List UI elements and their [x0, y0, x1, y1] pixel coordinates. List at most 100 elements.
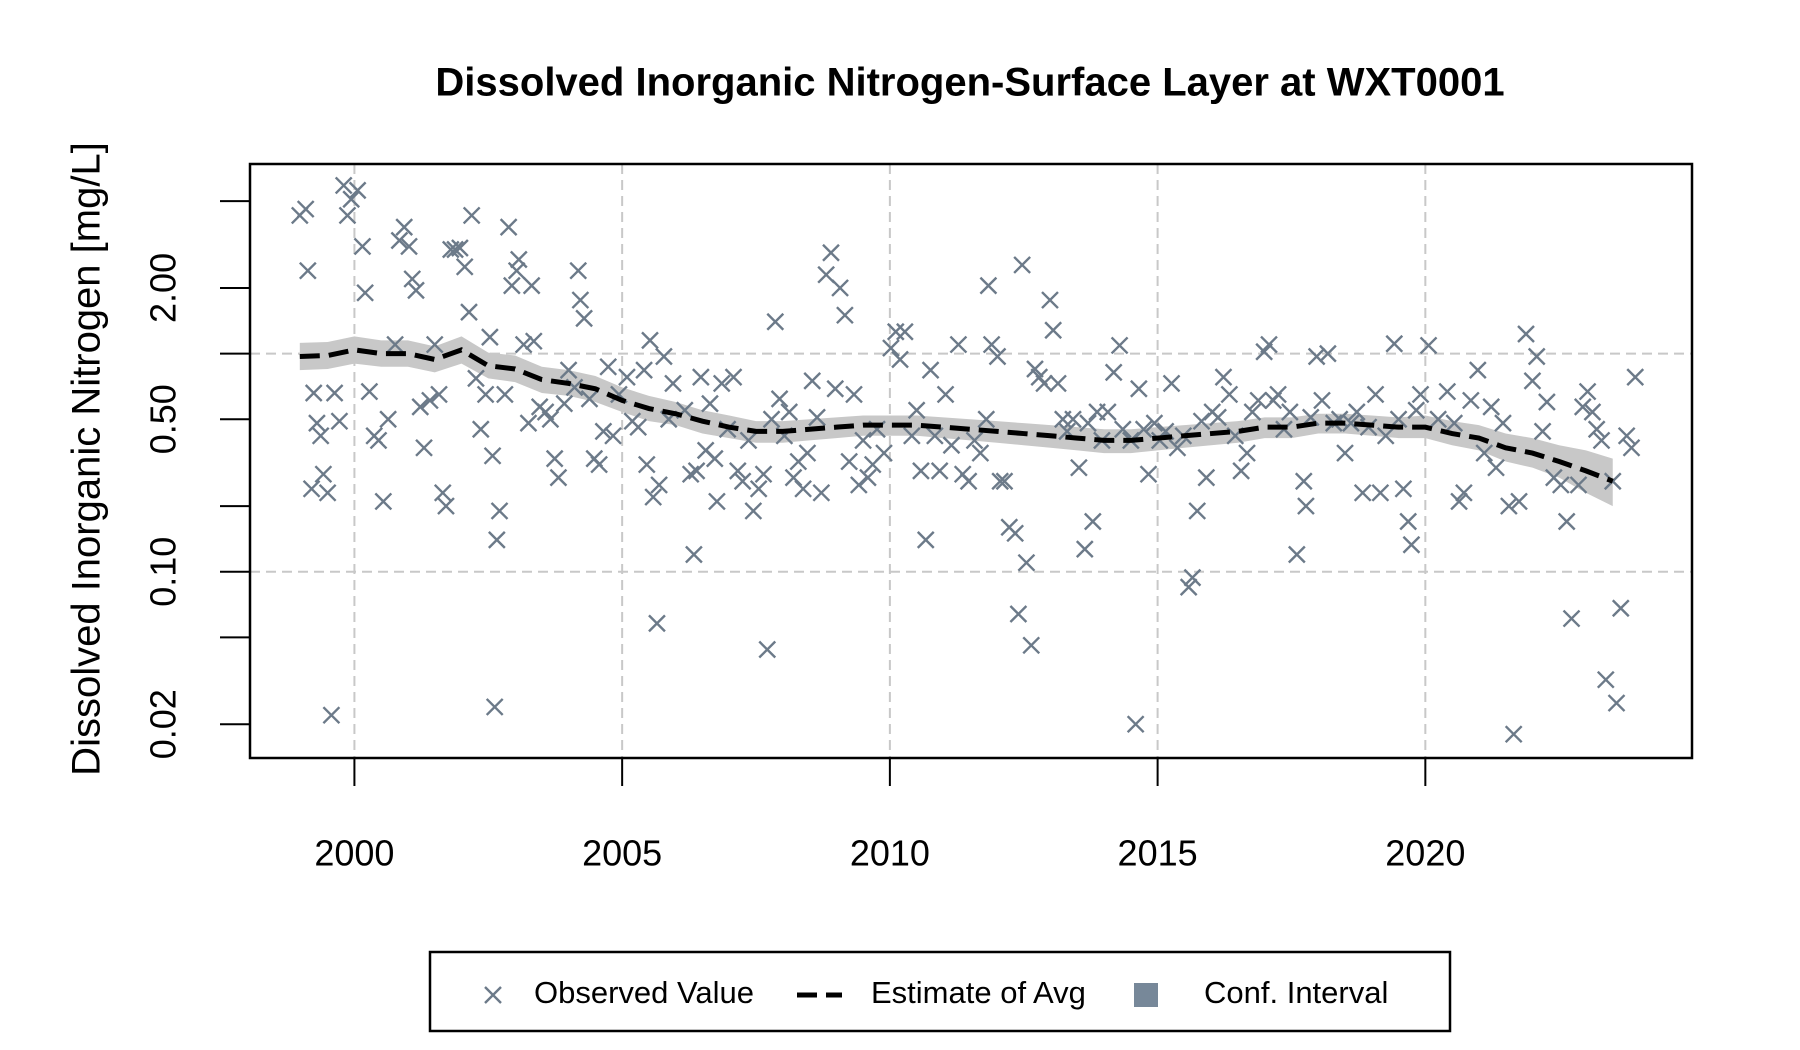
observed-point — [1197, 468, 1216, 487]
observed-point — [822, 243, 840, 262]
observed-point — [308, 414, 326, 432]
observed-point — [1617, 426, 1636, 445]
observed-point — [369, 431, 388, 450]
observed-point — [356, 283, 374, 302]
observed-point — [1075, 540, 1094, 558]
observed-point — [733, 472, 752, 491]
observed-point — [400, 237, 418, 256]
observed-point — [446, 240, 464, 259]
observed-point — [1238, 444, 1256, 462]
observed-point — [728, 462, 747, 480]
observed-point — [1049, 374, 1067, 393]
observed-point — [304, 384, 323, 402]
observed-point — [766, 312, 785, 331]
observed-point — [1307, 347, 1326, 366]
observed-point — [1287, 545, 1306, 564]
observed-point — [1017, 553, 1036, 572]
observed-point — [988, 347, 1007, 366]
observed-point — [831, 279, 849, 297]
observed-point — [1041, 291, 1059, 309]
observed-point — [701, 394, 719, 413]
observed-point — [437, 497, 455, 515]
observed-point — [545, 449, 564, 468]
observed-point — [569, 261, 588, 280]
y-tick-label: 2.00 — [143, 253, 184, 323]
observed-point — [724, 368, 743, 386]
observed-point — [926, 426, 944, 445]
observed-point — [916, 531, 935, 549]
observed-point — [1455, 483, 1473, 502]
observed-point — [854, 431, 872, 450]
observed-point — [1475, 444, 1494, 462]
observed-point — [1533, 422, 1552, 441]
confidence-band — [299, 336, 1613, 507]
observed-point — [618, 368, 636, 386]
observed-point — [1394, 479, 1413, 498]
observed-point — [859, 468, 877, 487]
observed-point — [739, 431, 758, 450]
legend-box — [428, 950, 1452, 1033]
observed-point — [921, 361, 940, 379]
observed-point — [1126, 715, 1145, 734]
x-tick-label: 2015 — [1118, 833, 1198, 874]
observed-point — [1110, 336, 1129, 355]
observed-point — [812, 483, 831, 502]
y-tick-label: 0.10 — [143, 537, 184, 607]
observed-point — [1269, 385, 1287, 404]
observed-point — [1385, 334, 1404, 353]
observed-point — [1009, 605, 1028, 623]
observed-point — [1429, 410, 1448, 429]
observed-point — [407, 281, 425, 300]
observed-point — [762, 410, 781, 429]
observed-point — [1551, 476, 1570, 494]
observed-point — [971, 444, 990, 462]
observed-point — [1220, 385, 1239, 404]
observed-point — [325, 384, 344, 402]
observed-point — [476, 385, 495, 404]
observed-point — [1022, 636, 1041, 655]
observed-point — [1281, 403, 1299, 421]
observed-point — [1445, 414, 1464, 432]
observed-point — [575, 309, 593, 328]
observed-point — [1578, 382, 1597, 401]
observed-point — [780, 403, 799, 421]
observed-point — [604, 426, 622, 445]
band-layer — [299, 336, 1613, 507]
observed-point — [977, 410, 996, 429]
observed-point — [840, 452, 859, 471]
observed-point — [1006, 524, 1025, 543]
observed-point — [496, 385, 514, 404]
observed-point — [1407, 401, 1426, 420]
observed-point — [1527, 347, 1546, 366]
observed-point — [936, 385, 955, 404]
observed-point — [471, 420, 490, 439]
observed-point — [330, 412, 349, 431]
observed-point — [462, 206, 481, 225]
observed-point — [648, 614, 666, 633]
observed-point — [481, 328, 499, 346]
observed-point — [1209, 408, 1227, 427]
observed-point — [902, 426, 921, 445]
observed-point — [1083, 512, 1102, 531]
x-tick-label: 2000 — [314, 833, 394, 874]
observed-point — [808, 408, 826, 427]
estimate-line — [299, 347, 1614, 484]
legend-label: Estimate of Avg — [871, 975, 1086, 1010]
observed-point — [1070, 458, 1088, 477]
observed-point — [1342, 414, 1360, 432]
observed-point — [502, 276, 521, 295]
observed-point — [1079, 414, 1097, 432]
observed-point — [1098, 403, 1117, 421]
observed-point — [451, 239, 469, 257]
observed-point — [749, 479, 768, 498]
observed-point — [541, 410, 560, 429]
observed-point — [1500, 497, 1518, 515]
line-layer — [299, 347, 1614, 484]
observed-point — [559, 361, 578, 379]
observed-point — [311, 426, 330, 445]
observed-point — [1145, 414, 1164, 432]
observed-point — [1482, 398, 1501, 416]
observed-point — [499, 218, 518, 236]
observed-point — [817, 265, 836, 284]
